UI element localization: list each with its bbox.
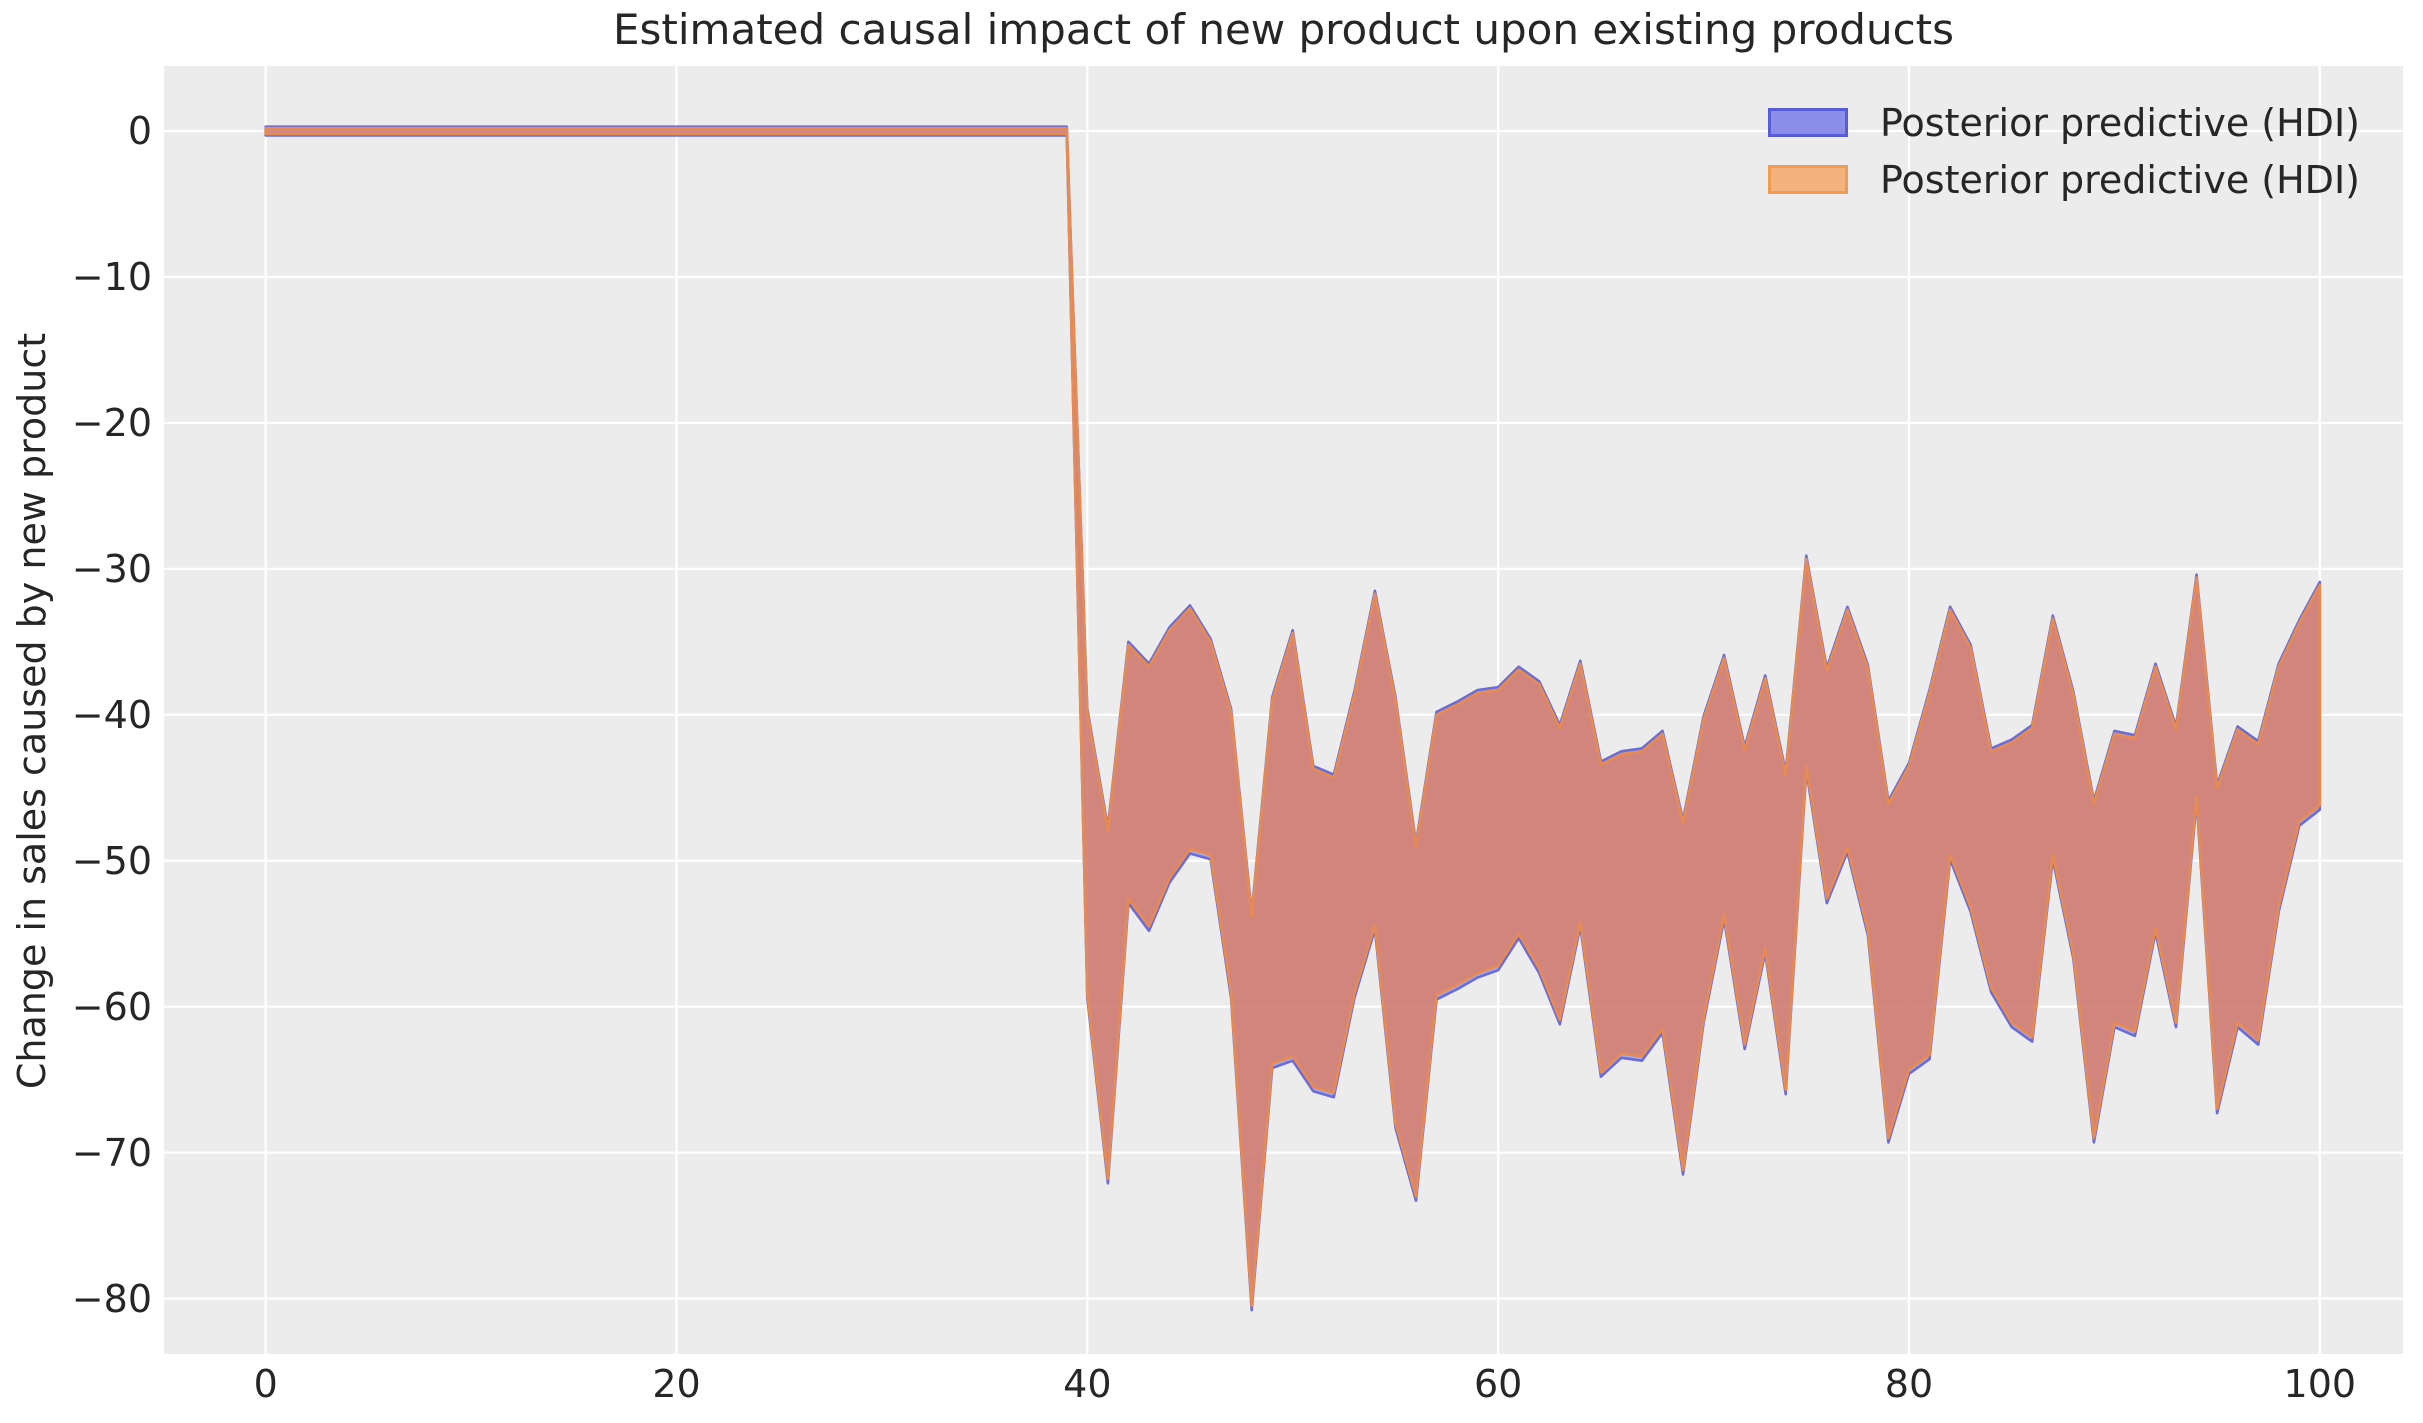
y-tick-label: −50 — [71, 838, 152, 883]
y-tick-label: −10 — [71, 255, 152, 300]
y-tick-label: −80 — [71, 1276, 152, 1321]
x-tick-label: 0 — [253, 1362, 278, 1406]
hdi-band-orange — [264, 126, 2322, 1308]
legend-item: Posterior predictive (HDI) — [1768, 151, 2360, 208]
legend-item: Posterior predictive (HDI) — [1768, 94, 2360, 151]
legend: Posterior predictive (HDI) Posterior pred… — [1768, 94, 2360, 208]
legend-swatch-blue-icon — [1768, 108, 1848, 137]
y-tick-label: −30 — [71, 546, 152, 591]
x-tick-label: 40 — [1063, 1362, 1112, 1406]
x-tick-label: 20 — [652, 1362, 701, 1406]
chart-title: Estimated causal impact of new product u… — [612, 5, 1955, 54]
y-tick-label: −20 — [71, 400, 152, 445]
y-tick-label: −40 — [71, 692, 152, 737]
legend-label: Posterior predictive (HDI) — [1880, 100, 2360, 145]
y-tick-label: −60 — [71, 984, 152, 1029]
y-tick-label: −70 — [71, 1130, 152, 1175]
x-tick-label: 80 — [1884, 1362, 1934, 1406]
legend-swatch-orange-icon — [1768, 165, 1848, 194]
legend-label: Posterior predictive (HDI) — [1880, 157, 2360, 202]
y-tick-label: 0 — [127, 109, 152, 154]
x-tick-label: 100 — [2283, 1362, 2357, 1406]
x-tick-label: 60 — [1473, 1362, 1523, 1406]
